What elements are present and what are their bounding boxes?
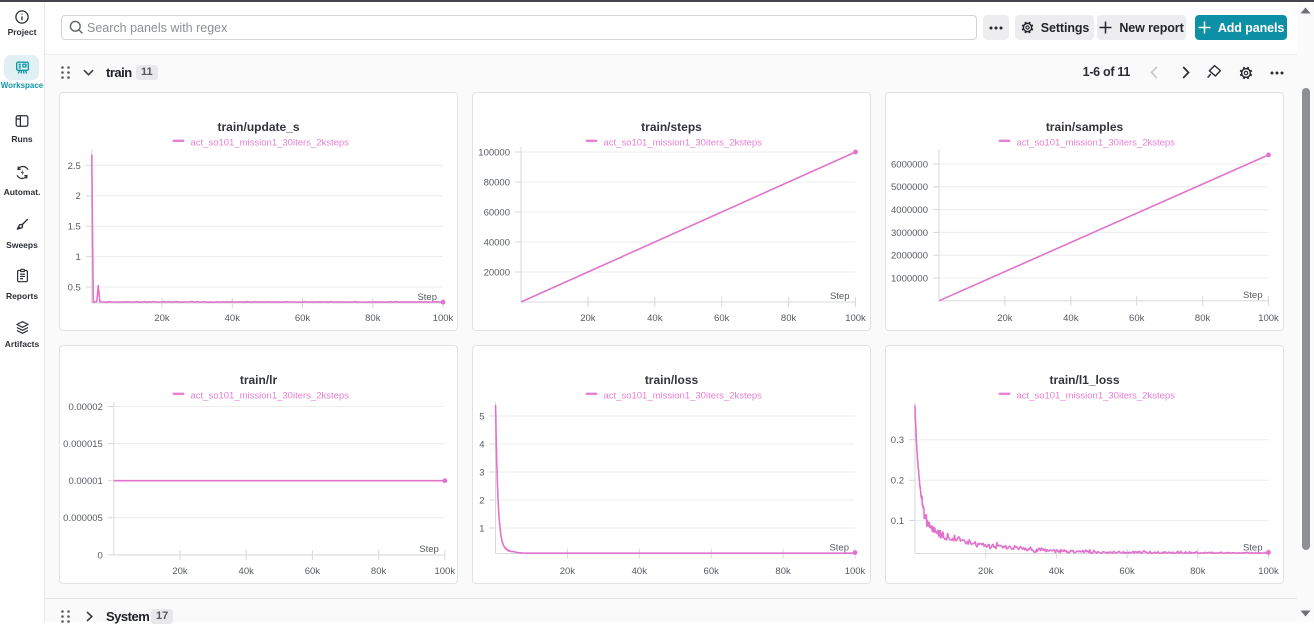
svg-text:3: 3 xyxy=(479,467,484,478)
svg-text:80k: 80k xyxy=(371,566,387,577)
svg-text:train/samples: train/samples xyxy=(1046,120,1124,134)
svg-text:100k: 100k xyxy=(434,566,455,577)
svg-text:0.000005: 0.000005 xyxy=(63,513,103,524)
svg-text:train/l1_loss: train/l1_loss xyxy=(1049,373,1119,387)
svg-text:60k: 60k xyxy=(305,566,321,577)
svg-text:60k: 60k xyxy=(704,566,720,577)
svg-text:act_so101_mission1_30iters_2ks: act_so101_mission1_30iters_2ksteps xyxy=(1017,138,1176,149)
svg-text:100k: 100k xyxy=(433,313,454,324)
svg-text:80k: 80k xyxy=(1190,566,1206,577)
svg-text:100k: 100k xyxy=(845,313,866,324)
svg-text:0.1: 0.1 xyxy=(891,516,904,527)
svg-text:100k: 100k xyxy=(845,566,866,577)
svg-text:5: 5 xyxy=(479,411,484,422)
svg-text:20k: 20k xyxy=(978,566,994,577)
svg-text:20k: 20k xyxy=(154,313,170,324)
svg-text:80k: 80k xyxy=(1195,313,1211,324)
svg-text:1: 1 xyxy=(76,252,81,263)
svg-text:80k: 80k xyxy=(365,313,381,324)
svg-text:60k: 60k xyxy=(295,313,311,324)
svg-text:80k: 80k xyxy=(781,313,797,324)
svg-text:Step: Step xyxy=(830,291,850,302)
svg-text:20000: 20000 xyxy=(484,267,510,278)
svg-text:40k: 40k xyxy=(1063,313,1079,324)
svg-text:40k: 40k xyxy=(239,566,255,577)
svg-text:train/update_s: train/update_s xyxy=(217,120,299,134)
svg-text:train/lr: train/lr xyxy=(240,373,278,387)
svg-text:act_so101_mission1_30iters_2ks: act_so101_mission1_30iters_2ksteps xyxy=(604,391,763,402)
svg-text:0.5: 0.5 xyxy=(68,282,81,293)
svg-text:60k: 60k xyxy=(1119,566,1135,577)
svg-text:4: 4 xyxy=(479,439,484,450)
svg-text:0.00002: 0.00002 xyxy=(68,402,102,413)
svg-text:60000: 60000 xyxy=(484,207,510,218)
svg-text:100k: 100k xyxy=(1258,313,1279,324)
svg-text:60k: 60k xyxy=(1129,313,1145,324)
svg-text:1000000: 1000000 xyxy=(891,273,928,284)
svg-text:Step: Step xyxy=(419,544,439,555)
svg-text:act_so101_mission1_30iters_2ks: act_so101_mission1_30iters_2ksteps xyxy=(1017,391,1176,402)
svg-text:Step: Step xyxy=(1243,290,1263,301)
svg-text:3000000: 3000000 xyxy=(891,228,928,239)
svg-text:100k: 100k xyxy=(1258,566,1279,577)
svg-text:0.3: 0.3 xyxy=(891,435,904,446)
svg-text:act_so101_mission1_30iters_2ks: act_so101_mission1_30iters_2ksteps xyxy=(191,391,350,402)
svg-text:100000: 100000 xyxy=(478,147,510,158)
svg-text:20k: 20k xyxy=(560,566,576,577)
svg-text:act_so101_mission1_30iters_2ks: act_so101_mission1_30iters_2ksteps xyxy=(604,138,763,149)
svg-text:4000000: 4000000 xyxy=(891,205,928,216)
svg-text:80000: 80000 xyxy=(484,177,510,188)
svg-text:0.000015: 0.000015 xyxy=(63,439,103,450)
svg-text:40k: 40k xyxy=(1049,566,1065,577)
svg-text:40k: 40k xyxy=(225,313,241,324)
svg-text:0: 0 xyxy=(98,550,103,561)
svg-text:train/loss: train/loss xyxy=(645,373,699,387)
svg-text:40000: 40000 xyxy=(484,237,510,248)
svg-text:40k: 40k xyxy=(632,566,648,577)
svg-text:2.5: 2.5 xyxy=(68,161,81,172)
svg-text:60k: 60k xyxy=(714,313,730,324)
svg-text:80k: 80k xyxy=(775,566,791,577)
svg-text:1.5: 1.5 xyxy=(68,222,81,233)
svg-text:Step: Step xyxy=(829,543,849,554)
svg-text:5000000: 5000000 xyxy=(891,182,928,193)
svg-text:0.2: 0.2 xyxy=(891,476,904,487)
svg-text:act_so101_mission1_30iters_2ks: act_so101_mission1_30iters_2ksteps xyxy=(191,138,350,149)
svg-text:1: 1 xyxy=(479,523,484,534)
svg-text:train/steps: train/steps xyxy=(641,120,702,134)
svg-text:2: 2 xyxy=(76,191,81,202)
svg-text:6000000: 6000000 xyxy=(891,159,928,170)
svg-text:0.00001: 0.00001 xyxy=(68,476,102,487)
svg-text:20k: 20k xyxy=(172,566,188,577)
svg-text:2000000: 2000000 xyxy=(891,251,928,262)
svg-text:40k: 40k xyxy=(647,313,663,324)
svg-text:2: 2 xyxy=(479,495,484,506)
svg-text:20k: 20k xyxy=(580,313,596,324)
svg-text:20k: 20k xyxy=(997,313,1013,324)
